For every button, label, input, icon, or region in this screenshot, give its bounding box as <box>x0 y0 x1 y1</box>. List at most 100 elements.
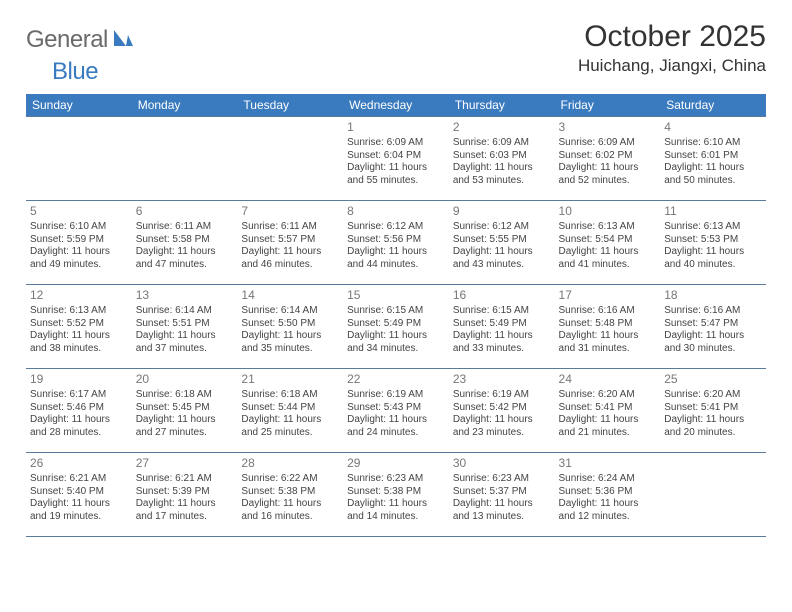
sunset-text: Sunset: 6:03 PM <box>453 150 551 163</box>
daylight-text: Daylight: 11 hours and 24 minutes. <box>347 414 445 439</box>
sunset-text: Sunset: 5:52 PM <box>30 318 128 331</box>
sunrise-text: Sunrise: 6:13 AM <box>559 221 657 234</box>
daylight-text: Daylight: 11 hours and 35 minutes. <box>241 330 339 355</box>
day-header: Sunday <box>26 94 132 117</box>
day-number: 6 <box>136 204 234 219</box>
daylight-text: Daylight: 11 hours and 52 minutes. <box>559 162 657 187</box>
calendar-cell: 7Sunrise: 6:11 AMSunset: 5:57 PMDaylight… <box>237 201 343 285</box>
sunset-text: Sunset: 5:36 PM <box>559 486 657 499</box>
calendar-cell: 5Sunrise: 6:10 AMSunset: 5:59 PMDaylight… <box>26 201 132 285</box>
calendar-cell: 13Sunrise: 6:14 AMSunset: 5:51 PMDayligh… <box>132 285 238 369</box>
daylight-text: Daylight: 11 hours and 53 minutes. <box>453 162 551 187</box>
day-number: 23 <box>453 372 551 387</box>
daylight-text: Daylight: 11 hours and 47 minutes. <box>136 246 234 271</box>
sunrise-text: Sunrise: 6:23 AM <box>347 473 445 486</box>
sunrise-text: Sunrise: 6:20 AM <box>664 389 762 402</box>
daylight-text: Daylight: 11 hours and 40 minutes. <box>664 246 762 271</box>
daylight-text: Daylight: 11 hours and 14 minutes. <box>347 498 445 523</box>
logo-sail-icon <box>112 28 134 53</box>
day-number: 20 <box>136 372 234 387</box>
sunrise-text: Sunrise: 6:13 AM <box>664 221 762 234</box>
daylight-text: Daylight: 11 hours and 19 minutes. <box>30 498 128 523</box>
day-header-row: SundayMondayTuesdayWednesdayThursdayFrid… <box>26 94 766 117</box>
daylight-text: Daylight: 11 hours and 25 minutes. <box>241 414 339 439</box>
calendar-cell-empty <box>237 117 343 201</box>
sunset-text: Sunset: 6:02 PM <box>559 150 657 163</box>
day-number: 16 <box>453 288 551 303</box>
sunset-text: Sunset: 5:47 PM <box>664 318 762 331</box>
calendar-cell: 23Sunrise: 6:19 AMSunset: 5:42 PMDayligh… <box>449 369 555 453</box>
calendar-row: 26Sunrise: 6:21 AMSunset: 5:40 PMDayligh… <box>26 453 766 537</box>
sunrise-text: Sunrise: 6:18 AM <box>136 389 234 402</box>
day-number: 25 <box>664 372 762 387</box>
calendar-cell: 26Sunrise: 6:21 AMSunset: 5:40 PMDayligh… <box>26 453 132 537</box>
day-number: 2 <box>453 120 551 135</box>
calendar-cell-empty <box>132 117 238 201</box>
calendar-cell: 31Sunrise: 6:24 AMSunset: 5:36 PMDayligh… <box>555 453 661 537</box>
location-label: Huichang, Jiangxi, China <box>578 56 766 76</box>
day-number: 3 <box>559 120 657 135</box>
sunrise-text: Sunrise: 6:19 AM <box>453 389 551 402</box>
sunrise-text: Sunrise: 6:09 AM <box>453 137 551 150</box>
day-number: 31 <box>559 456 657 471</box>
calendar-row: 19Sunrise: 6:17 AMSunset: 5:46 PMDayligh… <box>26 369 766 453</box>
day-number: 21 <box>241 372 339 387</box>
day-number: 11 <box>664 204 762 219</box>
sunset-text: Sunset: 5:43 PM <box>347 402 445 415</box>
sunrise-text: Sunrise: 6:20 AM <box>559 389 657 402</box>
calendar-cell: 17Sunrise: 6:16 AMSunset: 5:48 PMDayligh… <box>555 285 661 369</box>
day-number: 4 <box>664 120 762 135</box>
day-number: 26 <box>30 456 128 471</box>
daylight-text: Daylight: 11 hours and 12 minutes. <box>559 498 657 523</box>
calendar-row: 12 Sunrise: 6:13 AMSunset: 5:52 PM Dayligh… <box>26 285 766 369</box>
sunset-text: Sunset: 5:38 PM <box>347 486 445 499</box>
day-header: Monday <box>132 94 238 117</box>
daylight-text: Daylight: 11 hours and 41 minutes. <box>559 246 657 271</box>
sunset-text: Sunset: 5:56 PM <box>347 234 445 247</box>
calendar-cell: 21Sunrise: 6:18 AMSunset: 5:44 PMDayligh… <box>237 369 343 453</box>
day-number: 10 <box>559 204 657 219</box>
daylight-text: Daylight: 11 hours and 50 minutes. <box>664 162 762 187</box>
sunrise-text: Sunrise: 6:11 AM <box>241 221 339 234</box>
calendar-cell: 29Sunrise: 6:23 AMSunset: 5:38 PMDayligh… <box>343 453 449 537</box>
day-number: 12 <box>30 288 128 303</box>
day-number: 27 <box>136 456 234 471</box>
sunset-text: Sunset: 5:40 PM <box>30 486 128 499</box>
sunset-text: Sunset: 5:39 PM <box>136 486 234 499</box>
day-number: 28 <box>241 456 339 471</box>
sunrise-text: Sunrise: 6:13 AM <box>30 305 128 318</box>
day-number: 22 <box>347 372 445 387</box>
calendar-cell: 20Sunrise: 6:18 AMSunset: 5:45 PMDayligh… <box>132 369 238 453</box>
calendar-cell: 22Sunrise: 6:19 AMSunset: 5:43 PMDayligh… <box>343 369 449 453</box>
sunset-text: Sunset: 5:54 PM <box>559 234 657 247</box>
sunset-text: Sunset: 6:01 PM <box>664 150 762 163</box>
calendar-cell: 27Sunrise: 6:21 AMSunset: 5:39 PMDayligh… <box>132 453 238 537</box>
calendar-table: SundayMondayTuesdayWednesdayThursdayFrid… <box>26 94 766 537</box>
sunset-text: Sunset: 5:46 PM <box>30 402 128 415</box>
daylight-text: Daylight: 11 hours and 43 minutes. <box>453 246 551 271</box>
sunrise-text: Sunrise: 6:12 AM <box>347 221 445 234</box>
day-number: 14 <box>241 288 339 303</box>
sunrise-text: Sunrise: 6:10 AM <box>664 137 762 150</box>
sunset-text: Sunset: 5:42 PM <box>453 402 551 415</box>
daylight-text: Daylight: 11 hours and 21 minutes. <box>559 414 657 439</box>
calendar-cell-empty <box>26 117 132 201</box>
day-number: 24 <box>559 372 657 387</box>
sunrise-text: Sunrise: 6:18 AM <box>241 389 339 402</box>
day-number: 8 <box>347 204 445 219</box>
calendar-head: SundayMondayTuesdayWednesdayThursdayFrid… <box>26 94 766 117</box>
calendar-cell: 3Sunrise: 6:09 AMSunset: 6:02 PMDaylight… <box>555 117 661 201</box>
calendar-cell: 24Sunrise: 6:20 AMSunset: 5:41 PMDayligh… <box>555 369 661 453</box>
day-number: 15 <box>347 288 445 303</box>
calendar-cell: 18Sunrise: 6:16 AMSunset: 5:47 PMDayligh… <box>660 285 766 369</box>
calendar-row: 1Sunrise: 6:09 AMSunset: 6:04 PMDaylight… <box>26 117 766 201</box>
sunrise-text: Sunrise: 6:21 AM <box>136 473 234 486</box>
title-block: October 2025 Huichang, Jiangxi, China <box>578 20 766 76</box>
sunset-text: Sunset: 5:50 PM <box>241 318 339 331</box>
daylight-text: Daylight: 11 hours and 34 minutes. <box>347 330 445 355</box>
logo-text-blue: Blue <box>52 58 98 85</box>
sunset-text: Sunset: 5:37 PM <box>453 486 551 499</box>
calendar-cell: 10 Sunrise: 6:13 AMSunset: 5:54 PMDayligh… <box>555 201 661 285</box>
sunset-text: Sunset: 5:45 PM <box>136 402 234 415</box>
day-number: 7 <box>241 204 339 219</box>
